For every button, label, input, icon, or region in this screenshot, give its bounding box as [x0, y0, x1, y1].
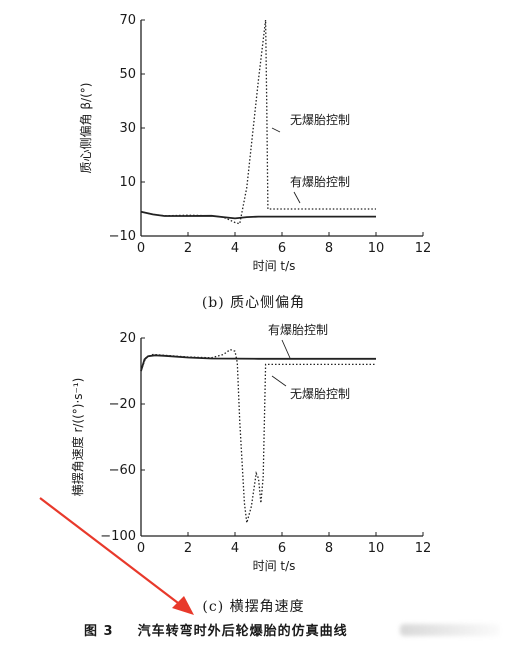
y-tick-label: 50: [119, 67, 136, 82]
x-tick-label: 10: [368, 541, 385, 556]
blurred-text-overlay: [400, 624, 500, 636]
x-tick-label: 6: [278, 541, 286, 556]
leader-line: [271, 127, 281, 133]
x-tick-label: 2: [184, 241, 192, 256]
series-label: 有爆胎控制: [290, 175, 350, 189]
y-axis-label: 质心侧偏角 β/(°): [78, 83, 93, 174]
y-tick-label: 10: [119, 175, 136, 190]
y-tick-label: 70: [119, 13, 136, 28]
r-caption: (c) 横摆角速度: [202, 599, 305, 615]
x-axis-label: 时间 t/s: [253, 259, 296, 273]
x-axis-label: 时间 t/s: [253, 559, 296, 573]
x-tick-label: 0: [137, 541, 145, 556]
beta-caption: (b) 质心侧偏角: [201, 295, 306, 311]
x-tick-label: 8: [325, 541, 333, 556]
series-line-solid: [140, 210, 376, 220]
x-tick-label: 8: [325, 241, 333, 256]
y-tick-label: −10: [109, 229, 136, 244]
r-plot-area: 0 2 4 6 8 10 12 20 −20 −60 −100 时间 t/s 横摆角速度 r/((°)·…: [70, 323, 431, 573]
x-tick-label: 2: [184, 541, 192, 556]
leader-line: [281, 339, 291, 359]
leader-line: [293, 191, 301, 204]
y-tick-label: −60: [109, 463, 136, 478]
series-label: 有爆胎控制: [268, 323, 328, 337]
x-tick-label: 12: [415, 241, 432, 256]
beta-plot-area: 0 2 4 6 8 10 12 70 50 30 10 −10 时间 t/s 质心侧偏角 β/(°) 有爆胎…: [78, 13, 431, 273]
series-label: 无爆胎控制: [290, 113, 350, 127]
x-tick-label: 10: [368, 241, 385, 256]
y-axis-label: 横摆角速度 r/((°)·s⁻¹): [70, 378, 85, 497]
series-label: 无爆胎控制: [290, 387, 350, 401]
y-tick-label: 20: [119, 331, 136, 346]
y-tick-label: 30: [119, 121, 136, 136]
figure-number: 图 3: [84, 624, 114, 639]
r-chart: 0 2 4 6 8 10 12 20 −20 −60 −100 时间 t/s 横摆角速度 r/((°)·…: [70, 323, 431, 573]
leader-line: [271, 375, 287, 387]
x-tick-label: 0: [137, 241, 145, 256]
y-tick-label: −100: [100, 529, 136, 544]
x-tick-label: 4: [231, 241, 239, 256]
x-tick-label: 4: [231, 541, 239, 556]
x-tick-label: 12: [415, 541, 432, 556]
x-tick-label: 6: [278, 241, 286, 256]
y-tick-label: −20: [109, 397, 136, 412]
series-line-solid: [140, 354, 376, 372]
figure-caption: 图 3 汽车转弯时外后轮爆胎的仿真曲线: [84, 620, 348, 639]
figure-title: 汽车转弯时外后轮爆胎的仿真曲线: [137, 624, 348, 639]
series-line-dotted: [140, 348, 376, 523]
beta-chart: 0 2 4 6 8 10 12 70 50 30 10 −10 时间 t/s 质心侧偏角 β/(°) 有爆胎…: [78, 13, 431, 273]
